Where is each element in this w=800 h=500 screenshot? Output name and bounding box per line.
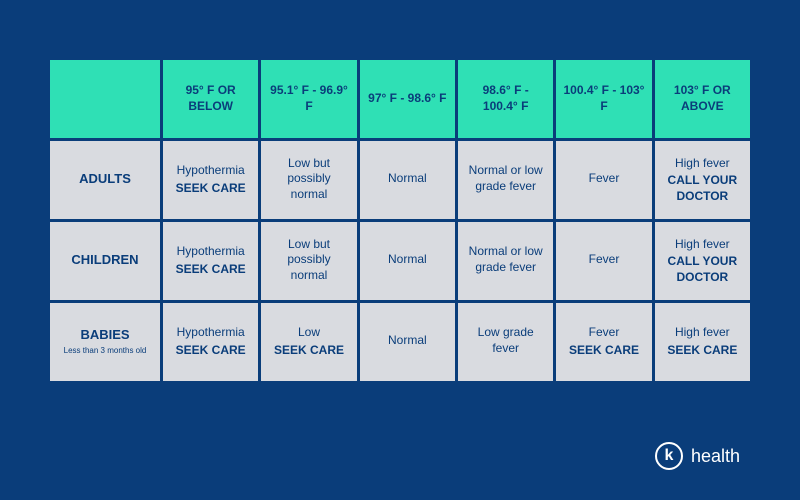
table-cell: Normal or low grade fever — [458, 141, 553, 219]
cell-action: SEEK CARE — [667, 343, 737, 359]
cell-text: High fever — [675, 156, 730, 172]
cell-action: SEEK CARE — [176, 343, 246, 359]
table-cell: Normal or low grade fever — [458, 222, 553, 300]
cell-text: Fever — [589, 171, 620, 187]
table-cell: High fever CALL YOUR DOCTOR — [655, 222, 750, 300]
cell-text: Hypothermia — [177, 244, 245, 260]
brand-logo: k health — [50, 442, 750, 480]
cell-text: Normal or low grade fever — [464, 244, 547, 275]
cell-action: CALL YOUR DOCTOR — [661, 254, 744, 285]
row-sublabel: Less than 3 months old — [64, 346, 147, 356]
cell-action: SEEK CARE — [274, 343, 344, 359]
table-cell: Low grade fever — [458, 303, 553, 381]
cell-action: SEEK CARE — [569, 343, 639, 359]
table-cell: Low but possibly normal — [261, 222, 356, 300]
cell-action: CALL YOUR DOCTOR — [661, 173, 744, 204]
table-cell: Fever — [556, 141, 651, 219]
col-header: 98.6° F - 100.4° F — [458, 60, 553, 138]
table-cell: Low SEEK CARE — [261, 303, 356, 381]
table-cell: Hypothermia SEEK CARE — [163, 222, 258, 300]
table-cell: Hypothermia SEEK CARE — [163, 141, 258, 219]
row-header-adults: ADULTS — [50, 141, 160, 219]
col-header: 97° F - 98.6° F — [360, 60, 455, 138]
temperature-table: 95° F OR BELOW 95.1° F - 96.9° F 97° F -… — [50, 60, 750, 381]
logo-mark-icon: k — [655, 442, 683, 470]
cell-text: Normal — [388, 171, 427, 187]
logo-text: health — [691, 446, 740, 467]
cell-text: Normal — [388, 252, 427, 268]
cell-action: SEEK CARE — [176, 181, 246, 197]
cell-text: Hypothermia — [177, 163, 245, 179]
cell-text: Low but possibly normal — [267, 237, 350, 284]
table-cell: Fever SEEK CARE — [556, 303, 651, 381]
cell-text: Low grade fever — [464, 325, 547, 356]
row-label: CHILDREN — [71, 252, 138, 269]
table-cell: Low but possibly normal — [261, 141, 356, 219]
col-header: 103° F OR ABOVE — [655, 60, 750, 138]
table-cell: Normal — [360, 303, 455, 381]
cell-text: Low — [298, 325, 320, 341]
table-cell: Hypothermia SEEK CARE — [163, 303, 258, 381]
col-header: 95.1° F - 96.9° F — [261, 60, 356, 138]
cell-text: Fever — [589, 252, 620, 268]
col-header: 95° F OR BELOW — [163, 60, 258, 138]
cell-text: High fever — [675, 237, 730, 253]
cell-text: Normal or low grade fever — [464, 163, 547, 194]
header-blank — [50, 60, 160, 138]
row-label: BABIES — [80, 327, 129, 344]
row-header-children: CHILDREN — [50, 222, 160, 300]
row-header-babies: BABIES Less than 3 months old — [50, 303, 160, 381]
table-cell: Normal — [360, 222, 455, 300]
table-cell: High fever CALL YOUR DOCTOR — [655, 141, 750, 219]
cell-text: Hypothermia — [177, 325, 245, 341]
row-label: ADULTS — [79, 171, 131, 188]
cell-text: Low but possibly normal — [267, 156, 350, 203]
table-cell: Fever — [556, 222, 651, 300]
cell-action: SEEK CARE — [176, 262, 246, 278]
cell-text: Normal — [388, 333, 427, 349]
cell-text: Fever — [589, 325, 620, 341]
col-header: 100.4° F - 103° F — [556, 60, 651, 138]
table-cell: High fever SEEK CARE — [655, 303, 750, 381]
table-cell: Normal — [360, 141, 455, 219]
cell-text: High fever — [675, 325, 730, 341]
